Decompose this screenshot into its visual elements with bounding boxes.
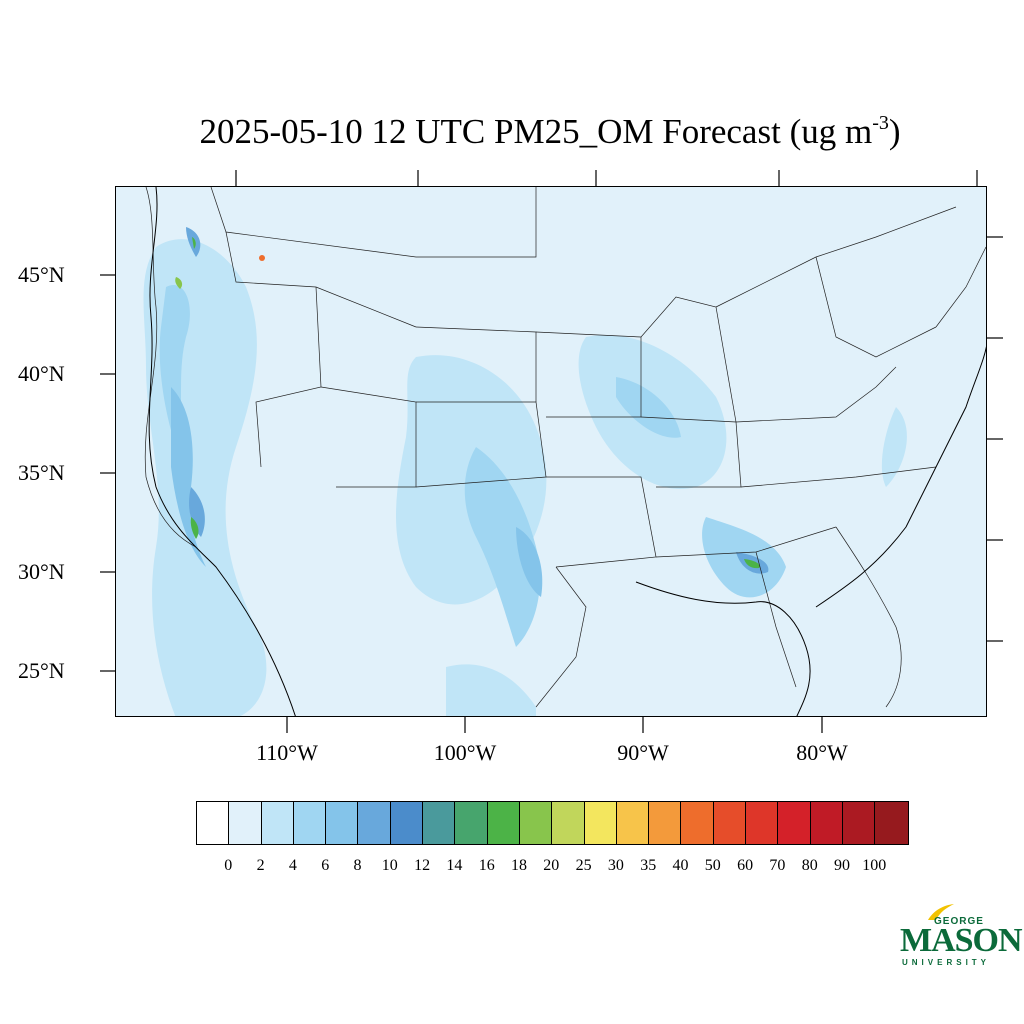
colorbar-swatch — [423, 802, 456, 844]
colorbar-swatch — [713, 802, 747, 844]
logo-george: GEORGE — [934, 916, 984, 927]
colorbar-tick-label: 25 — [575, 857, 592, 874]
logo-mason: MASON — [900, 922, 1023, 959]
colorbar-swatch — [584, 802, 617, 844]
colorbar-swatch — [616, 802, 650, 844]
colorbar-swatch — [326, 802, 359, 844]
colorbar-swatch — [358, 802, 391, 844]
colorbar-tick-label: 80 — [801, 857, 818, 874]
lat-label-40: 40°N — [18, 361, 65, 386]
colorbar-tick-label: 10 — [381, 857, 398, 874]
colorbar-tick-label: 35 — [640, 857, 657, 874]
concentration-shading — [143, 227, 907, 716]
map-title: 2025-05-10 12 UTC PM25_OM Forecast (ug m… — [0, 112, 1024, 152]
colorbar-swatch — [778, 802, 811, 844]
colorbar-tick-label: 70 — [769, 857, 786, 874]
colorbar-swatch — [875, 802, 908, 844]
lon-label-90w: 90°W — [617, 740, 669, 765]
lon-label-80w: 80°W — [796, 740, 848, 765]
colorbar-swatch — [519, 802, 553, 844]
lat-label-30: 30°N — [18, 559, 65, 584]
colorbar — [196, 801, 909, 845]
colorbar-tick-label: 4 — [288, 857, 297, 874]
colorbar-swatch — [487, 802, 520, 844]
colorbar-swatch — [810, 802, 843, 844]
title-exponent: -3 — [872, 112, 889, 134]
colorbar-tick-label: 50 — [704, 857, 721, 874]
lat-label-35: 35°N — [18, 460, 65, 485]
title-text: 2025-05-10 12 UTC PM25_OM Forecast (ug m — [199, 112, 873, 151]
colorbar-tick-label: 12 — [414, 857, 431, 874]
lat-label-45: 45°N — [18, 262, 65, 287]
gmu-logo: GEORGE MASON UNIVERSITY — [896, 902, 1023, 972]
colorbar-swatch — [842, 802, 876, 844]
colorbar-tick-label: 14 — [446, 857, 463, 874]
lon-label-100w: 100°W — [433, 740, 497, 765]
colorbar-swatch — [390, 802, 424, 844]
colorbar-swatch — [197, 802, 230, 844]
colorbar-tick-label: 60 — [737, 857, 754, 874]
colorbar-tick-label: 2 — [256, 857, 265, 874]
colorbar-tick-label: 8 — [353, 857, 362, 874]
colorbar-tick-label: 40 — [672, 857, 689, 874]
colorbar-tick-label: 20 — [543, 857, 560, 874]
colorbar-tick-label: 100 — [862, 857, 887, 874]
title-close: ) — [888, 112, 901, 151]
colorbar-tick-label: 30 — [607, 857, 624, 874]
boundaries — [144, 187, 986, 708]
colorbar-tick-label: 90 — [834, 857, 850, 874]
colorbar-swatch — [552, 802, 585, 844]
logo-swoosh-icon — [928, 904, 954, 920]
coastlines — [148, 187, 986, 716]
colorbar-tick-label: 0 — [224, 857, 233, 874]
forecast-map — [116, 187, 986, 716]
lon-label-110w: 110°W — [256, 740, 318, 765]
colorbar-tick-label: 18 — [511, 857, 527, 874]
colorbar-swatch — [746, 802, 779, 844]
colorbar-swatch — [229, 802, 262, 844]
colorbar-swatch — [455, 802, 488, 844]
colorbar-tick-label: 6 — [321, 857, 330, 874]
colorbar-tick-label: 16 — [478, 857, 495, 874]
colorbar-swatch — [649, 802, 682, 844]
colorbar-swatch — [293, 802, 327, 844]
logo-university: UNIVERSITY — [902, 958, 991, 967]
colorbar-swatch — [261, 802, 294, 844]
colorbar-swatch — [681, 802, 714, 844]
lat-label-25: 25°N — [18, 658, 65, 683]
map-panel — [115, 186, 987, 717]
